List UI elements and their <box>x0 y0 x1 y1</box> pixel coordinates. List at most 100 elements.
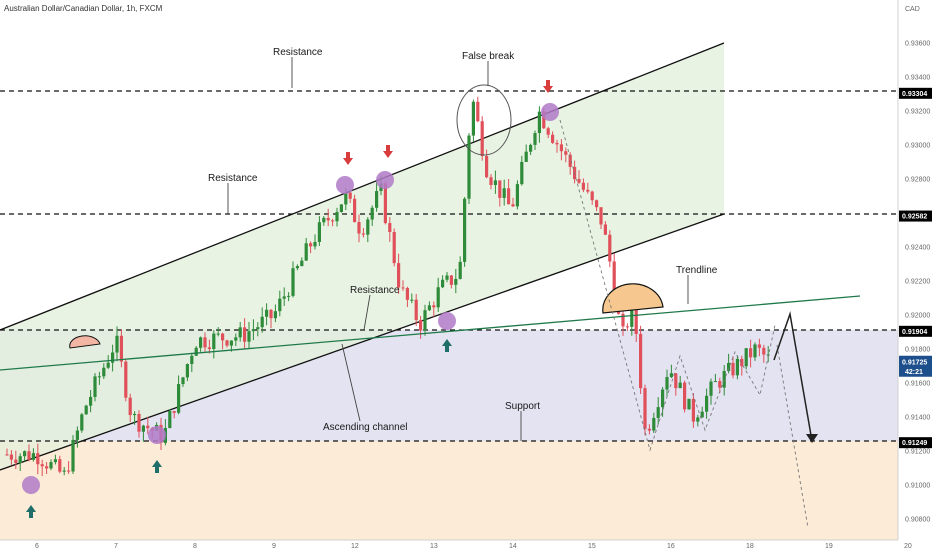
candle-body <box>612 261 616 295</box>
candle-body <box>555 142 559 145</box>
y-tick-label: 0.93200 <box>905 109 930 116</box>
candle-body <box>520 161 524 185</box>
candle-body <box>551 134 555 143</box>
touch-markers <box>22 103 559 494</box>
x-tick-label: 6 <box>35 543 39 550</box>
candle-body <box>744 348 748 367</box>
candle-body <box>128 397 132 416</box>
chart-title: Australian Dollar/Canadian Dollar, 1h, F… <box>4 4 163 13</box>
level-tag <box>899 210 932 222</box>
candle-body <box>181 377 185 385</box>
candle-body <box>18 456 22 463</box>
candle-body <box>119 335 123 362</box>
candle-body <box>221 333 225 341</box>
dashed-path-2 <box>776 344 809 529</box>
candle-body <box>678 382 682 389</box>
y-tick-label: 0.93600 <box>905 41 930 48</box>
candle-body <box>498 180 502 198</box>
candle-body <box>392 232 396 264</box>
candle-body <box>256 327 260 330</box>
candle-body <box>102 367 106 377</box>
candle-body <box>357 222 361 234</box>
up-arrow-icon <box>442 339 452 352</box>
ascending-channel-fill <box>0 43 724 470</box>
candle-body <box>735 358 739 376</box>
candle-body <box>586 189 590 192</box>
candle-body <box>405 288 409 300</box>
background-zones <box>0 43 898 540</box>
x-tick-label: 8 <box>193 543 197 550</box>
candle-body <box>718 381 722 388</box>
y-tick-label: 0.93400 <box>905 75 930 82</box>
candle-body <box>674 373 678 389</box>
candle-body <box>471 101 475 136</box>
candle-body <box>661 389 665 408</box>
candle-body <box>427 305 431 311</box>
candle-body <box>199 337 203 348</box>
candle-body <box>58 459 62 472</box>
candle-body <box>727 362 731 372</box>
candle-body <box>445 275 449 280</box>
candle-body <box>291 268 295 296</box>
candle-body <box>31 453 35 460</box>
lower-zone <box>0 441 898 540</box>
candle-body <box>5 454 9 456</box>
candle-body <box>388 223 392 233</box>
candle-body <box>595 200 599 208</box>
candle-body <box>97 376 101 378</box>
candle-body <box>326 217 330 221</box>
up-arrow-icon <box>152 460 162 473</box>
y-tick-label: 0.92000 <box>905 313 930 320</box>
candle-body <box>62 470 66 472</box>
candle-body <box>463 198 467 262</box>
candle-body <box>687 398 691 410</box>
channel-upper-line <box>0 42 725 331</box>
candle-body <box>45 466 49 469</box>
down-arrow-icon <box>383 145 393 158</box>
candle-body <box>502 188 506 198</box>
candle-body <box>335 211 339 222</box>
x-tick-label: 19 <box>825 543 833 550</box>
candle-body <box>146 425 150 429</box>
marker-circle <box>22 476 40 494</box>
dashed-path-1 <box>559 119 776 452</box>
x-tick-label: 7 <box>114 543 118 550</box>
candle-body <box>137 413 141 432</box>
candle-body <box>133 413 137 416</box>
candle-body <box>749 348 753 358</box>
candle-body <box>524 151 528 162</box>
candle-body <box>383 183 387 224</box>
y-tick-label: 0.91400 <box>905 415 930 422</box>
candle-body <box>696 417 700 422</box>
annotation-resistance-low: Resistance <box>350 285 400 296</box>
annotation-resistance-mid: Resistance <box>208 173 258 184</box>
candle-body <box>317 222 321 242</box>
candle-body <box>559 144 563 152</box>
candle-body <box>546 128 550 135</box>
candle-body <box>141 425 145 432</box>
candle-body <box>656 407 660 418</box>
countdown-label: 42:21 <box>905 369 923 376</box>
marker-circle <box>541 103 559 121</box>
x-tick-label: 18 <box>746 543 754 550</box>
candle-body <box>625 326 629 328</box>
candle-body <box>639 333 643 389</box>
candle-body <box>449 275 453 285</box>
annotation-leaders <box>227 57 689 441</box>
y-tick-label: 0.91600 <box>905 381 930 388</box>
candle-body <box>480 121 484 157</box>
level-tag-label: 0.92582 <box>902 214 927 221</box>
channel-lower-line <box>0 213 725 471</box>
candle-body <box>370 207 374 220</box>
trendline <box>0 295 861 371</box>
candle-body <box>106 362 110 368</box>
x-tick-label: 20 <box>904 543 912 550</box>
marker-circle <box>438 312 456 330</box>
x-tick-label: 12 <box>351 543 359 550</box>
candle-body <box>27 451 31 460</box>
candle-body <box>49 462 53 469</box>
candle-body <box>53 459 57 463</box>
candle-body <box>234 337 238 341</box>
candle-body <box>93 376 97 397</box>
y-tick-label: 0.92200 <box>905 279 930 286</box>
